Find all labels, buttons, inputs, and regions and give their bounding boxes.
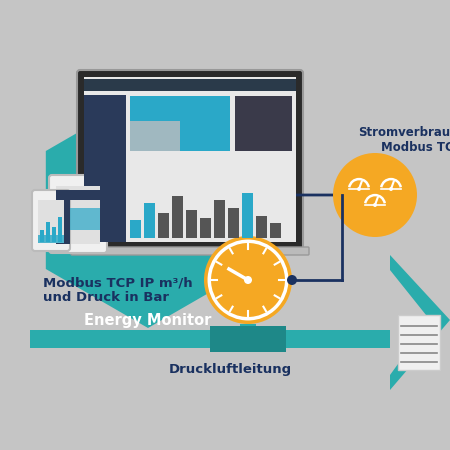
FancyBboxPatch shape [172, 196, 183, 238]
Circle shape [287, 275, 297, 285]
Circle shape [357, 187, 361, 191]
Text: Modbus TCP IP m³/h
und Druck in Bar: Modbus TCP IP m³/h und Druck in Bar [43, 276, 193, 304]
Circle shape [389, 187, 393, 191]
FancyBboxPatch shape [242, 193, 253, 238]
Circle shape [204, 236, 292, 324]
FancyBboxPatch shape [240, 324, 256, 330]
FancyBboxPatch shape [398, 315, 440, 370]
FancyBboxPatch shape [144, 203, 155, 238]
FancyBboxPatch shape [40, 230, 44, 242]
FancyBboxPatch shape [56, 190, 100, 200]
FancyBboxPatch shape [71, 247, 309, 255]
FancyBboxPatch shape [58, 217, 62, 242]
Polygon shape [390, 255, 450, 390]
FancyBboxPatch shape [130, 96, 230, 151]
FancyBboxPatch shape [210, 326, 286, 352]
FancyBboxPatch shape [38, 235, 64, 243]
FancyBboxPatch shape [56, 200, 70, 244]
FancyBboxPatch shape [256, 216, 267, 238]
FancyBboxPatch shape [214, 200, 225, 238]
FancyBboxPatch shape [56, 208, 100, 230]
FancyBboxPatch shape [84, 77, 296, 242]
FancyBboxPatch shape [77, 70, 303, 251]
FancyBboxPatch shape [186, 210, 197, 238]
FancyBboxPatch shape [270, 223, 281, 238]
FancyBboxPatch shape [158, 213, 169, 238]
Text: Energy Monitor: Energy Monitor [84, 312, 212, 328]
Circle shape [244, 276, 252, 284]
Polygon shape [46, 92, 250, 328]
FancyBboxPatch shape [30, 330, 390, 348]
Circle shape [373, 203, 377, 207]
FancyBboxPatch shape [56, 186, 100, 244]
FancyBboxPatch shape [49, 175, 107, 253]
FancyBboxPatch shape [46, 222, 50, 242]
Text: Druckluftleitung: Druckluftleitung [168, 364, 292, 377]
Circle shape [209, 241, 287, 319]
FancyBboxPatch shape [235, 96, 292, 151]
FancyBboxPatch shape [228, 208, 239, 238]
FancyBboxPatch shape [32, 190, 70, 251]
FancyBboxPatch shape [130, 121, 180, 151]
FancyBboxPatch shape [84, 79, 296, 91]
Text: Stromverbrauchs-
Modbus TC: Stromverbrauchs- Modbus TC [358, 126, 450, 154]
FancyBboxPatch shape [84, 95, 126, 242]
Circle shape [333, 153, 417, 237]
FancyBboxPatch shape [200, 218, 211, 238]
FancyBboxPatch shape [38, 200, 64, 243]
FancyBboxPatch shape [130, 220, 141, 238]
FancyBboxPatch shape [52, 227, 56, 242]
